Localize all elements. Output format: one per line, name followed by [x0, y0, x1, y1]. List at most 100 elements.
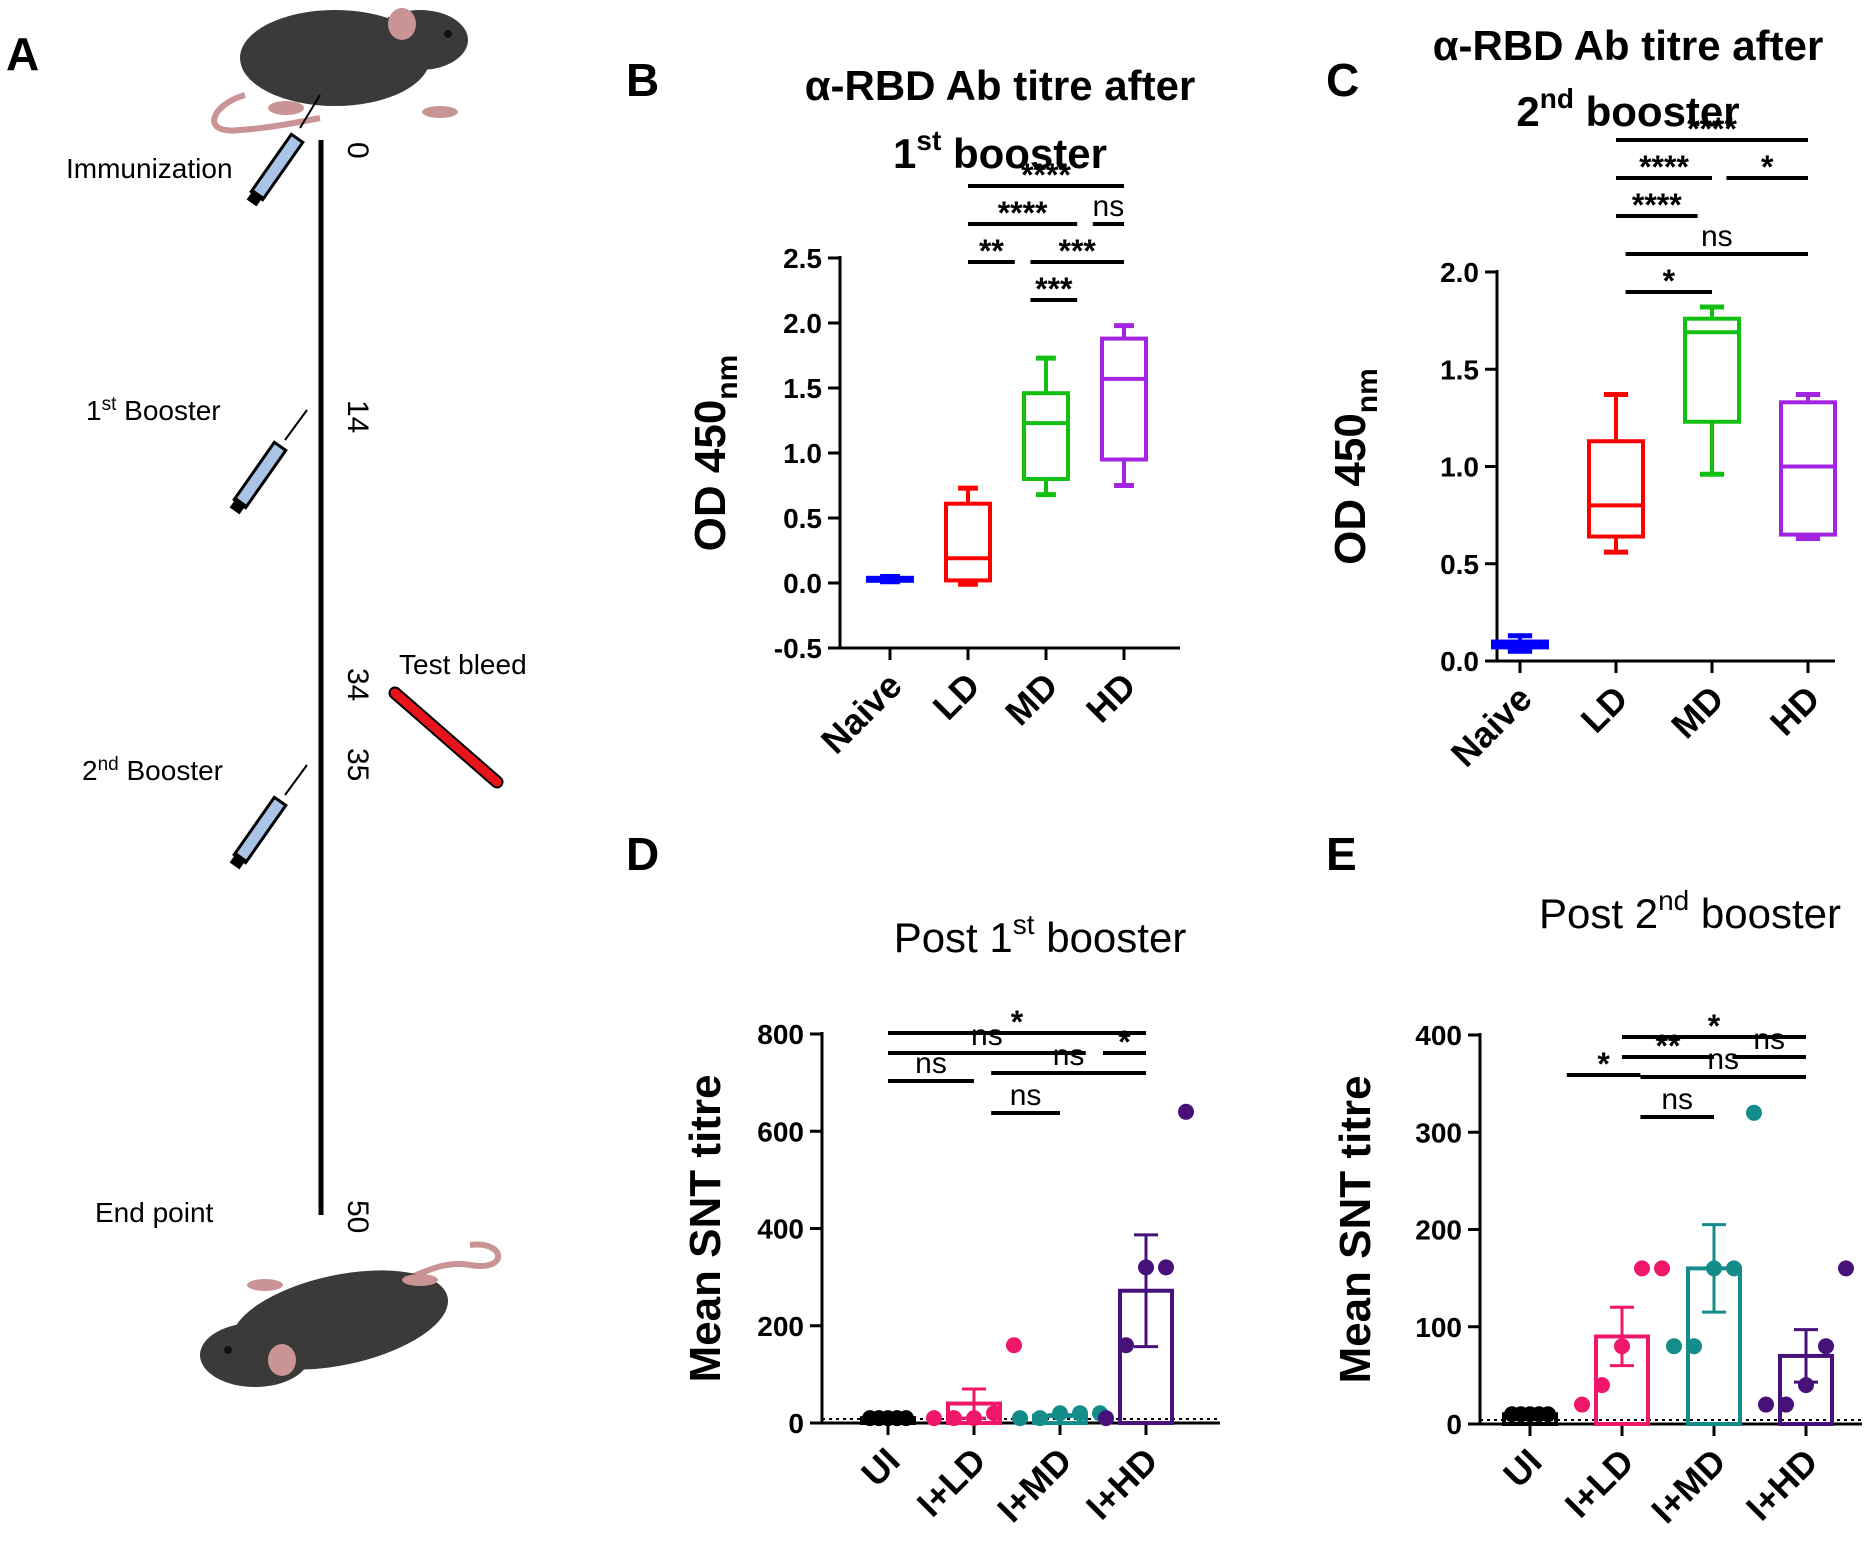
- panel-a: A: [6, 8, 527, 1387]
- chart-title: Post 2nd booster: [1539, 885, 1841, 937]
- data-point: [1778, 1396, 1794, 1413]
- significance-label: ns: [915, 1047, 947, 1080]
- x-tick-label: I+LD: [1557, 1441, 1642, 1526]
- x-tick-label: MD: [997, 665, 1066, 734]
- panel-letter-d: D: [626, 828, 659, 880]
- chart-title-line1: α-RBD Ab titre after: [805, 62, 1196, 109]
- x-tick-label: I+HD: [1738, 1441, 1826, 1529]
- y-tick-label: 1.0: [783, 438, 822, 469]
- day-label: 34: [341, 668, 374, 701]
- panel-letter-e: E: [1326, 828, 1357, 880]
- mouse-icon: [200, 1241, 502, 1387]
- significance-label: *: [1597, 1046, 1610, 1082]
- data-point: [1706, 1260, 1722, 1277]
- data-point: [966, 1410, 982, 1427]
- significance-label: *: [1118, 1024, 1131, 1060]
- y-tick-label: 0.0: [1440, 646, 1479, 677]
- chart-title-line2: 2nd booster: [1516, 83, 1739, 135]
- x-tick-label: LD: [1573, 678, 1636, 741]
- data-point: [986, 1405, 1002, 1422]
- significance-label: ns: [971, 1019, 1003, 1052]
- day-label: 0: [341, 142, 374, 159]
- box: [1022, 391, 1070, 482]
- data-point: [1818, 1338, 1834, 1355]
- data-point: [1540, 1406, 1556, 1423]
- significance-label: ***: [1035, 271, 1073, 307]
- data-point: [1726, 1260, 1742, 1277]
- y-tick-label: 2.0: [783, 308, 822, 339]
- data-point: [1654, 1260, 1670, 1277]
- x-tick-label: MD: [1663, 678, 1732, 747]
- significance-label: ****: [1639, 149, 1689, 185]
- syringe-icon: [246, 94, 321, 207]
- event-label-first-booster: 1st Booster: [86, 394, 221, 426]
- panel-letter-a: A: [6, 28, 39, 80]
- y-tick-label: 600: [757, 1116, 804, 1147]
- y-tick-label: 1.5: [783, 373, 822, 404]
- x-tick-label: UI: [1495, 1441, 1549, 1495]
- data-point: [1006, 1337, 1022, 1354]
- y-tick-label: 0: [788, 1408, 804, 1439]
- data-point: [1158, 1259, 1174, 1276]
- y-tick-label: 300: [1415, 1117, 1462, 1148]
- y-tick-label: 2.5: [783, 243, 822, 274]
- significance-label: ns: [1707, 1043, 1739, 1076]
- box: [1683, 316, 1741, 424]
- significance-label: ns: [1053, 1039, 1085, 1072]
- y-axis-label: Mean SNT titre: [681, 1074, 730, 1382]
- significance-label: *: [1708, 1008, 1721, 1044]
- y-axis-label: OD 450nm: [1326, 368, 1384, 565]
- x-tick-label: HD: [1078, 665, 1144, 731]
- x-tick-label: I+MD: [1643, 1441, 1734, 1532]
- box: [944, 501, 992, 583]
- data-point: [1666, 1338, 1682, 1355]
- panel-b: B α-RBD Ab titre after 1st booster -0.5 0…: [626, 54, 1195, 762]
- data-point: [1574, 1396, 1590, 1413]
- x-tick-label: Naive: [813, 665, 910, 762]
- x-tick-label: I+LD: [909, 1440, 994, 1525]
- event-label-end-point: End point: [95, 1197, 214, 1228]
- significance-label: *: [1663, 263, 1676, 299]
- chart-title-line1: α-RBD Ab titre after: [1433, 22, 1824, 69]
- y-tick-label: 400: [757, 1214, 804, 1245]
- y-tick-label: 400: [1415, 1020, 1462, 1051]
- significance-label: ns: [1701, 220, 1733, 253]
- significance-label: **: [979, 233, 1004, 269]
- significance-label: ns: [1010, 1079, 1042, 1112]
- y-tick-label: 200: [1415, 1215, 1462, 1246]
- significance-label: ns: [1093, 190, 1125, 223]
- data-point: [1098, 1410, 1114, 1427]
- data-point: [1072, 1405, 1088, 1422]
- data-point: [1178, 1103, 1194, 1120]
- data-point: [1138, 1259, 1154, 1276]
- y-axis-label: OD 450nm: [686, 355, 744, 552]
- event-label-second-booster: 2nd Booster: [82, 754, 223, 786]
- data-point: [1838, 1260, 1854, 1277]
- syringe-icon: [229, 409, 308, 515]
- significance-label: ****: [1632, 187, 1682, 223]
- significance-label: **: [1656, 1028, 1681, 1064]
- data-point: [946, 1410, 962, 1427]
- y-tick-label: 2.0: [1440, 257, 1479, 288]
- y-tick-label: 0.0: [783, 568, 822, 599]
- data-point: [1634, 1260, 1650, 1277]
- syringe-icon: [229, 764, 308, 870]
- x-tick-label: HD: [1762, 678, 1828, 744]
- panel-c: C α-RBD Ab titre after 2nd booster 0.0 0.…: [1326, 22, 1837, 775]
- significance-label: ***: [1059, 233, 1097, 269]
- data-point: [1798, 1377, 1814, 1394]
- data-point: [1032, 1410, 1048, 1427]
- significance-label: *: [1761, 149, 1774, 185]
- y-tick-label: 800: [757, 1019, 804, 1050]
- day-label: 50: [341, 1200, 374, 1233]
- x-tick-label: UI: [853, 1440, 907, 1494]
- y-axis-label: Mean SNT titre: [1331, 1075, 1380, 1383]
- y-tick-label: 200: [757, 1311, 804, 1342]
- significance-label: ****: [1021, 157, 1071, 193]
- plot-d: 0 200 400 600 800 UI I+LDI+MDI+HD Mean SNT titr…: [681, 1004, 1220, 1530]
- data-point: [1686, 1338, 1702, 1355]
